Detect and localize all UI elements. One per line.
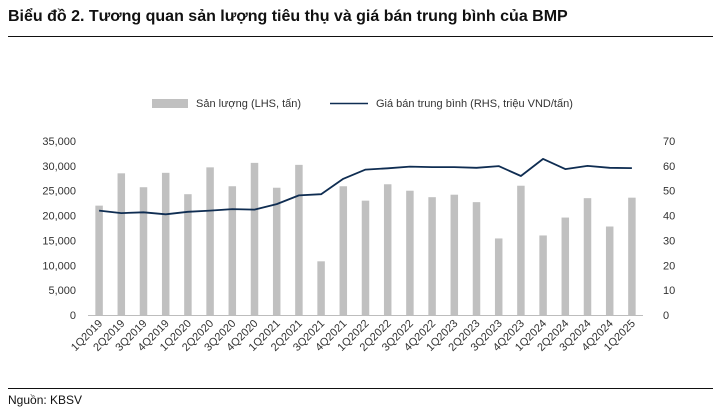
volume-bar <box>184 194 192 315</box>
chart-area: Sản lượng (LHS, tấn) Giá bán trung bình (… <box>42 98 675 354</box>
y-right-tick-label: 30 <box>663 235 675 247</box>
volume-bar <box>117 173 126 315</box>
y-left-tick-label: 20,000 <box>42 211 76 223</box>
legend-line-label: Giá bán trung bình (RHS, triệu VND/tấn) <box>376 98 573 110</box>
volume-bar <box>517 185 525 315</box>
volume-bar <box>228 186 237 315</box>
volume-bar <box>406 190 414 315</box>
y-right-tick-label: 10 <box>663 285 675 297</box>
volume-bar <box>317 261 325 315</box>
volume-bar <box>583 198 592 315</box>
y-left-tick-label: 25,000 <box>42 186 76 198</box>
volume-bar <box>494 238 503 315</box>
y-left-tick-label: 30,000 <box>42 161 76 173</box>
volume-bar <box>272 187 281 315</box>
title-divider <box>8 36 713 37</box>
volume-bar <box>628 197 636 315</box>
source-note: Nguồn: KBSV <box>8 393 83 407</box>
volume-bar <box>95 205 103 315</box>
volume-bar <box>161 172 170 315</box>
volume-bar <box>450 194 459 315</box>
chart-title: Biểu đồ 2. Tương quan sản lượng tiêu thụ… <box>8 8 568 25</box>
price-line <box>98 157 632 216</box>
volume-bar <box>561 217 570 315</box>
volume-bar <box>428 197 436 315</box>
volume-bar <box>250 162 259 315</box>
volume-bar <box>295 164 303 315</box>
legend-bar-swatch <box>152 99 188 108</box>
source-divider <box>8 388 713 389</box>
y-right-tick-label: 60 <box>663 161 675 173</box>
y-left-tick-label: 10,000 <box>42 260 76 272</box>
legend-bar-label: Sản lượng (LHS, tấn) <box>196 98 301 110</box>
volume-bar <box>605 226 614 315</box>
y-right-tick-label: 0 <box>663 310 669 322</box>
y-left-tick-label: 15,000 <box>42 235 76 247</box>
y-left-tick-label: 35,000 <box>42 136 76 148</box>
y-right-tick-label: 40 <box>663 211 675 223</box>
volume-bar <box>472 202 481 315</box>
y-left-tick-label: 5,000 <box>48 285 76 297</box>
y-right-tick-label: 70 <box>663 136 675 148</box>
volume-bar <box>361 200 370 315</box>
volume-bar <box>206 167 214 315</box>
y-right-tick-label: 50 <box>663 186 675 198</box>
volume-bar <box>339 186 348 315</box>
volume-bar <box>539 235 547 315</box>
volume-bar <box>383 184 392 315</box>
y-right-tick-label: 20 <box>663 260 675 272</box>
y-left-tick-label: 0 <box>70 310 76 322</box>
volume-bar <box>139 187 148 315</box>
